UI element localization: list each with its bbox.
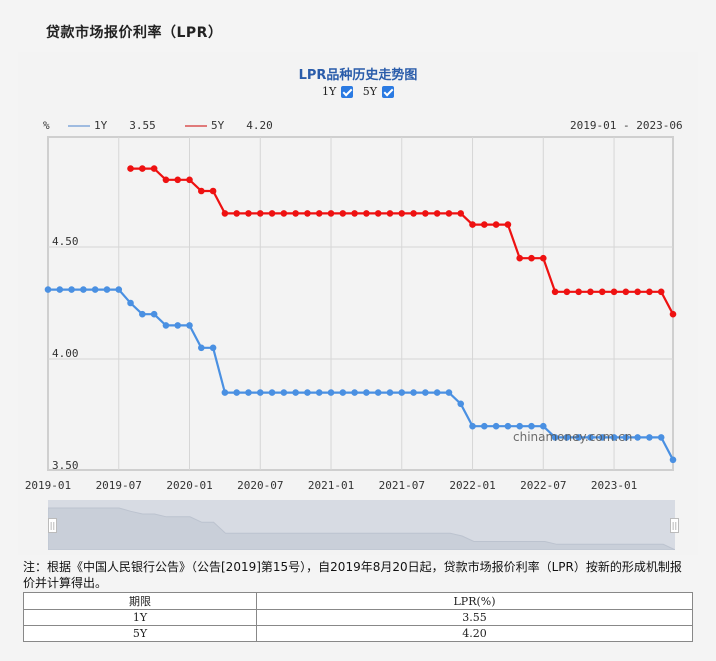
cell-rate: 4.20 (256, 625, 693, 642)
svg-text:4.50: 4.50 (52, 235, 79, 248)
date-range: 2019-01 - 2023-06 (570, 119, 683, 132)
checkbox-checked-icon[interactable] (341, 85, 354, 98)
table-row: 5Y 4.20 (22, 625, 693, 642)
cell-rate: 3.55 (256, 609, 693, 626)
checkbox-checked-icon[interactable] (382, 85, 395, 98)
toggle-5y[interactable]: 5Y (362, 85, 395, 98)
svg-text:3.50: 3.50 (52, 459, 79, 472)
svg-text:2020-07: 2020-07 (237, 479, 283, 492)
legend-line-icon (68, 124, 90, 127)
watermark: chinamoney.com.cn (513, 430, 633, 444)
lpr-table: 期限 LPR(%) 1Y 3.55 5Y 4.20 (22, 592, 693, 642)
x-axis-ticks: 2019-01 2019-07 2020-01 2020-07 2021-01 2021-… (25, 479, 637, 492)
legend-value: 3.55 (129, 119, 156, 132)
slider-handle-right[interactable]: || (670, 518, 679, 533)
svg-text:2019-07: 2019-07 (96, 479, 142, 492)
svg-text:4.00: 4.00 (52, 347, 79, 360)
svg-text:2021-01: 2021-01 (308, 479, 354, 492)
toggle-5y-label: 5Y (362, 85, 378, 98)
legend-name: 1Y (94, 119, 108, 132)
toggle-1y-label: 1Y (321, 85, 337, 98)
svg-text:2023-01: 2023-01 (591, 479, 637, 492)
header-term: 期限 (22, 592, 258, 610)
y-axis-ticks: 4.50 4.00 3.50 (52, 235, 79, 472)
legend-item-1y[interactable]: 1Y 3.55 (68, 119, 156, 132)
page-title: 贷款市场报价利率（LPR） (46, 25, 223, 41)
legend-name: 5Y (211, 119, 225, 132)
svg-text:2022-01: 2022-01 (449, 479, 495, 492)
table-header-row: 期限 LPR(%) (22, 592, 693, 610)
chart-grid (47, 136, 674, 471)
table-row: 1Y 3.55 (22, 609, 693, 626)
legend-line-icon (185, 124, 207, 127)
cell-term: 5Y (22, 625, 258, 642)
y-unit-label: % (43, 119, 50, 132)
slider-handle-left[interactable]: || (48, 518, 57, 533)
svg-text:2021-07: 2021-07 (379, 479, 425, 492)
footnote: 注：根据《中国人民银行公告》（公告[2019]第15号），自2019年8月20日… (23, 560, 682, 590)
legend-item-5y[interactable]: 5Y 4.20 (185, 119, 273, 132)
legend-value: 4.20 (246, 119, 273, 132)
toggle-1y[interactable]: 1Y (321, 85, 354, 98)
header-lpr: LPR(%) (256, 592, 693, 610)
svg-text:2022-07: 2022-07 (520, 479, 566, 492)
chart-title: LPR品种历史走势图 (298, 68, 418, 83)
svg-text:2019-01: 2019-01 (25, 479, 71, 492)
cell-term: 1Y (22, 609, 258, 626)
slider-preview (48, 507, 675, 550)
svg-text:2020-01: 2020-01 (166, 479, 212, 492)
series-toggles: 1Y 5Y (0, 85, 716, 98)
range-slider[interactable] (48, 500, 675, 550)
chart-series (44, 165, 677, 464)
